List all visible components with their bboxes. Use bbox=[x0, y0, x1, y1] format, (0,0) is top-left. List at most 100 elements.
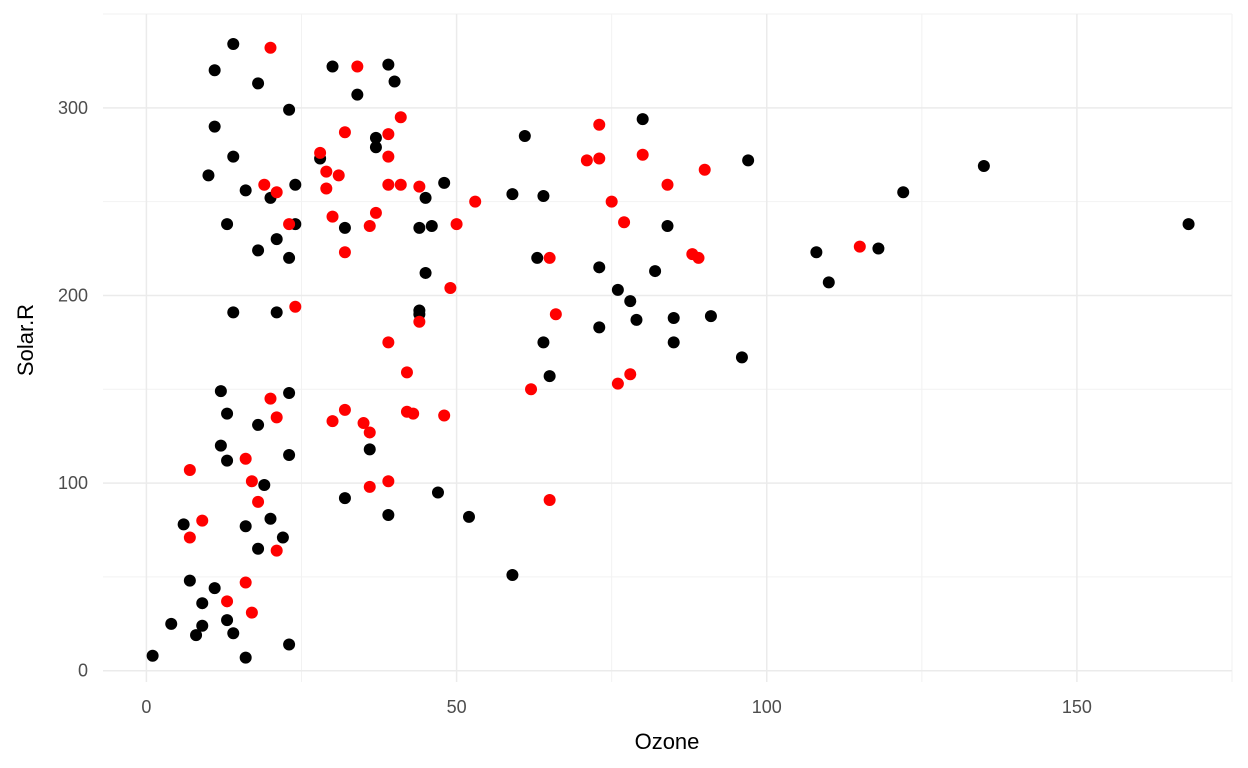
data-point bbox=[264, 41, 277, 54]
data-point bbox=[239, 576, 252, 589]
data-point bbox=[239, 520, 252, 533]
data-point bbox=[549, 308, 562, 321]
data-point bbox=[413, 180, 426, 193]
data-point bbox=[537, 336, 550, 349]
data-point bbox=[214, 439, 227, 452]
data-point bbox=[351, 88, 364, 101]
data-point bbox=[183, 574, 196, 587]
data-point bbox=[332, 169, 345, 182]
data-point bbox=[289, 300, 302, 313]
data-point bbox=[593, 261, 606, 274]
data-point bbox=[363, 480, 376, 493]
data-point bbox=[400, 366, 413, 379]
data-point bbox=[692, 251, 705, 264]
data-point bbox=[245, 475, 258, 488]
data-point bbox=[196, 597, 209, 610]
data-point bbox=[667, 311, 680, 324]
data-point bbox=[252, 542, 265, 555]
data-point bbox=[320, 165, 333, 178]
data-point bbox=[977, 159, 990, 172]
data-point bbox=[196, 514, 209, 527]
minor-gridlines bbox=[103, 13, 1233, 682]
data-point bbox=[264, 392, 277, 405]
data-point bbox=[258, 478, 271, 491]
data-point bbox=[245, 606, 258, 619]
data-point bbox=[630, 313, 643, 326]
data-point bbox=[419, 191, 432, 204]
data-point bbox=[822, 276, 835, 289]
data-point bbox=[469, 195, 482, 208]
data-point bbox=[624, 295, 637, 308]
data-point bbox=[611, 377, 624, 390]
data-point bbox=[320, 182, 333, 195]
data-point bbox=[270, 186, 283, 199]
data-point bbox=[661, 178, 674, 191]
data-point bbox=[221, 595, 234, 608]
data-point bbox=[580, 154, 593, 167]
data-point bbox=[363, 443, 376, 456]
data-point bbox=[525, 383, 538, 396]
data-point bbox=[413, 315, 426, 328]
data-point bbox=[283, 251, 296, 264]
data-point bbox=[357, 417, 370, 430]
data-point bbox=[221, 218, 234, 231]
data-point bbox=[190, 629, 203, 642]
data-point bbox=[419, 266, 432, 279]
data-point bbox=[314, 146, 327, 159]
data-point bbox=[742, 154, 755, 167]
data-point bbox=[388, 75, 401, 88]
y-tick-label: 300 bbox=[58, 98, 88, 118]
data-point bbox=[196, 619, 209, 632]
data-point bbox=[413, 221, 426, 234]
data-point bbox=[543, 493, 556, 506]
data-point bbox=[636, 113, 649, 126]
data-point bbox=[810, 246, 823, 259]
data-point bbox=[506, 188, 519, 201]
data-point bbox=[872, 242, 885, 255]
data-point bbox=[425, 220, 438, 233]
data-point bbox=[177, 518, 190, 531]
data-point bbox=[704, 310, 717, 323]
data-point bbox=[283, 103, 296, 116]
data-point bbox=[698, 163, 711, 176]
data-point bbox=[283, 387, 296, 400]
data-point bbox=[338, 492, 351, 505]
data-point bbox=[369, 141, 382, 154]
data-point bbox=[252, 244, 265, 257]
data-point bbox=[363, 220, 376, 233]
data-point bbox=[618, 216, 631, 229]
data-point bbox=[462, 510, 475, 523]
data-point bbox=[283, 638, 296, 651]
data-point bbox=[531, 251, 544, 264]
data-point bbox=[239, 452, 252, 465]
data-point bbox=[636, 148, 649, 161]
data-point bbox=[326, 210, 339, 223]
x-tick-label: 100 bbox=[752, 697, 782, 717]
data-point bbox=[252, 495, 265, 508]
data-point bbox=[270, 306, 283, 319]
data-point bbox=[506, 569, 519, 582]
data-point bbox=[1182, 218, 1195, 231]
data-point bbox=[289, 178, 302, 191]
data-point bbox=[146, 649, 159, 662]
data-point bbox=[382, 509, 395, 521]
data-point bbox=[735, 351, 748, 364]
data-point bbox=[611, 283, 624, 296]
data-point bbox=[252, 77, 265, 90]
data-point bbox=[382, 336, 395, 349]
data-point bbox=[283, 448, 296, 461]
data-point bbox=[258, 178, 271, 191]
data-point bbox=[382, 58, 395, 71]
data-point bbox=[537, 190, 550, 203]
data-point bbox=[394, 178, 407, 191]
data-point bbox=[227, 306, 240, 319]
data-point bbox=[208, 64, 221, 77]
data-point bbox=[208, 582, 221, 595]
x-tick-label: 0 bbox=[141, 697, 151, 717]
data-point bbox=[518, 129, 531, 142]
data-point bbox=[667, 336, 680, 349]
data-point bbox=[382, 178, 395, 191]
data-point bbox=[382, 150, 395, 163]
x-axis-title: Ozone bbox=[635, 729, 700, 754]
data-point bbox=[363, 426, 376, 439]
